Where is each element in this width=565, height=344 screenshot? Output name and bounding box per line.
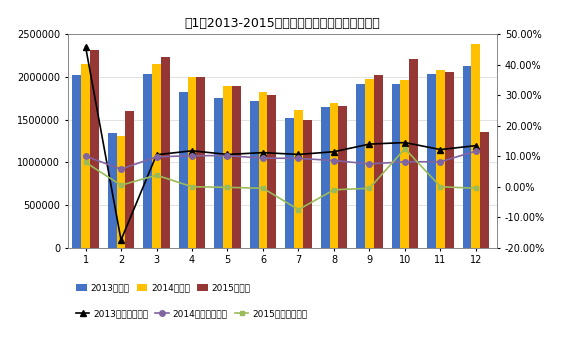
2013年同比增长率 xyxy=(472,143,479,148)
2013年同比增长率 xyxy=(366,142,373,146)
2015年同比增长率 xyxy=(295,207,302,212)
Bar xyxy=(410,59,418,248)
Bar xyxy=(223,86,232,248)
2015年同比增长率 xyxy=(259,186,266,190)
2013年同比增长率 xyxy=(402,140,408,144)
Title: 图1：2013-2015年月度汽车销量及同比变化情况: 图1：2013-2015年月度汽车销量及同比变化情况 xyxy=(185,18,380,31)
Line: 2015年同比增长率: 2015年同比增长率 xyxy=(83,146,479,212)
2014年同比增长率 xyxy=(259,156,266,160)
2015年同比增长率 xyxy=(153,173,160,177)
Bar xyxy=(152,64,161,248)
Bar xyxy=(81,64,90,248)
2014年同比增长率 xyxy=(437,160,444,164)
Bar xyxy=(338,106,347,248)
Bar xyxy=(285,118,294,248)
2013年同比增长率 xyxy=(153,153,160,157)
2014年同比增长率 xyxy=(82,154,89,158)
2013年同比增长率 xyxy=(437,148,444,152)
2013年同比增长率 xyxy=(189,149,195,153)
Bar xyxy=(161,57,170,248)
Bar xyxy=(116,136,125,248)
Bar xyxy=(179,93,188,248)
Bar xyxy=(125,111,134,248)
Bar xyxy=(329,103,338,248)
2015年同比增长率 xyxy=(472,186,479,190)
Bar xyxy=(321,107,329,248)
Bar xyxy=(197,77,205,248)
Bar xyxy=(214,98,223,248)
Bar xyxy=(463,66,471,248)
2014年同比增长率 xyxy=(366,162,373,166)
2015年同比增长率 xyxy=(366,186,373,190)
Line: 2013年同比增长率: 2013年同比增长率 xyxy=(82,43,479,243)
Bar xyxy=(72,75,81,248)
2014年同比增长率 xyxy=(295,156,302,160)
Bar xyxy=(259,92,267,248)
2015年同比增长率 xyxy=(224,185,231,190)
2014年同比增长率 xyxy=(224,154,231,158)
2013年同比增长率 xyxy=(331,150,337,154)
2013年同比增长率 xyxy=(259,151,266,155)
2013年同比增长率 xyxy=(118,238,124,242)
Bar xyxy=(108,133,116,248)
Bar xyxy=(471,44,480,248)
Line: 2014年同比增长率: 2014年同比增长率 xyxy=(82,148,479,172)
2014年同比增长率 xyxy=(153,155,160,159)
Bar xyxy=(374,75,383,248)
Bar xyxy=(427,74,436,248)
Bar xyxy=(90,50,99,248)
2013年同比增长率 xyxy=(295,152,302,157)
Bar xyxy=(188,77,197,248)
2015年同比增长率 xyxy=(189,185,195,189)
2015年同比增长率 xyxy=(82,160,89,164)
Bar xyxy=(303,120,312,248)
2014年同比增长率 xyxy=(472,149,479,153)
Bar xyxy=(445,72,454,248)
2015年同比增长率 xyxy=(118,183,124,187)
2015年同比增长率 xyxy=(402,147,408,151)
2015年同比增长率 xyxy=(331,188,337,192)
Bar xyxy=(143,75,152,248)
2014年同比增长率 xyxy=(402,160,408,164)
2014年同比增长率 xyxy=(118,167,124,171)
2013年同比增长率 xyxy=(82,44,89,49)
Bar xyxy=(392,84,401,248)
Bar xyxy=(401,79,410,248)
Bar xyxy=(294,110,303,248)
2014年同比增长率 xyxy=(331,159,337,163)
Legend: 2013年同比增长率, 2014年同比增长率, 2015年同比增长率: 2013年同比增长率, 2014年同比增长率, 2015年同比增长率 xyxy=(72,305,311,322)
2013年同比增长率 xyxy=(224,152,231,157)
Bar xyxy=(356,84,365,248)
Bar xyxy=(232,86,241,248)
Bar xyxy=(365,79,374,248)
2015年同比增长率 xyxy=(437,185,444,189)
Bar xyxy=(480,132,489,248)
Bar xyxy=(250,101,259,248)
Bar xyxy=(267,95,276,248)
2014年同比增长率 xyxy=(189,154,195,158)
Bar xyxy=(436,70,445,248)
